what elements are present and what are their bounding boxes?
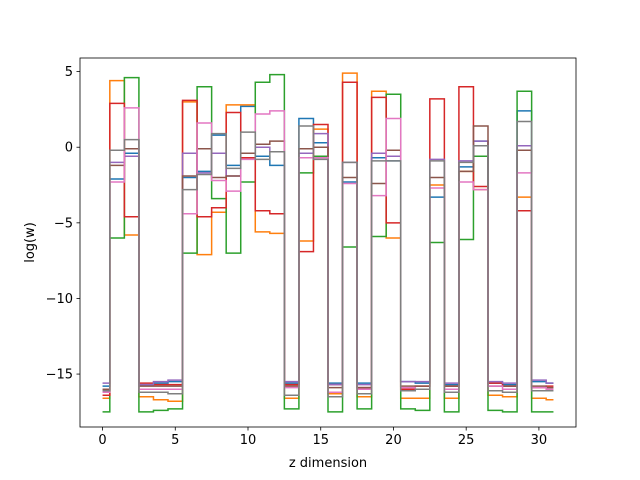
x-tick-label: 0 bbox=[98, 433, 106, 448]
y-tick-label: −15 bbox=[46, 368, 73, 383]
y-axis-label: log(w) bbox=[23, 222, 38, 263]
series-line-8 bbox=[102, 120, 554, 398]
y-tick-label: 0 bbox=[65, 141, 73, 156]
x-tick-label: 30 bbox=[531, 433, 548, 448]
axes-frame bbox=[79, 57, 577, 428]
x-axis-label: z dimension bbox=[289, 456, 367, 471]
axes: 0 5 10 15 20 25 30 5 0 −5 −10 −15 bbox=[46, 57, 577, 448]
x-tick-label: 15 bbox=[312, 433, 329, 448]
y-tick-label: −5 bbox=[54, 216, 73, 231]
x-tick-label: 20 bbox=[385, 433, 402, 448]
x-tick-label: 10 bbox=[240, 433, 257, 448]
x-tick-label: 5 bbox=[171, 433, 179, 448]
y-tick-label: 5 bbox=[65, 65, 73, 80]
x-tick-label: 25 bbox=[458, 433, 475, 448]
y-tick-label: −10 bbox=[46, 292, 73, 307]
series-line-5 bbox=[102, 132, 554, 386]
plot-area bbox=[102, 72, 554, 413]
